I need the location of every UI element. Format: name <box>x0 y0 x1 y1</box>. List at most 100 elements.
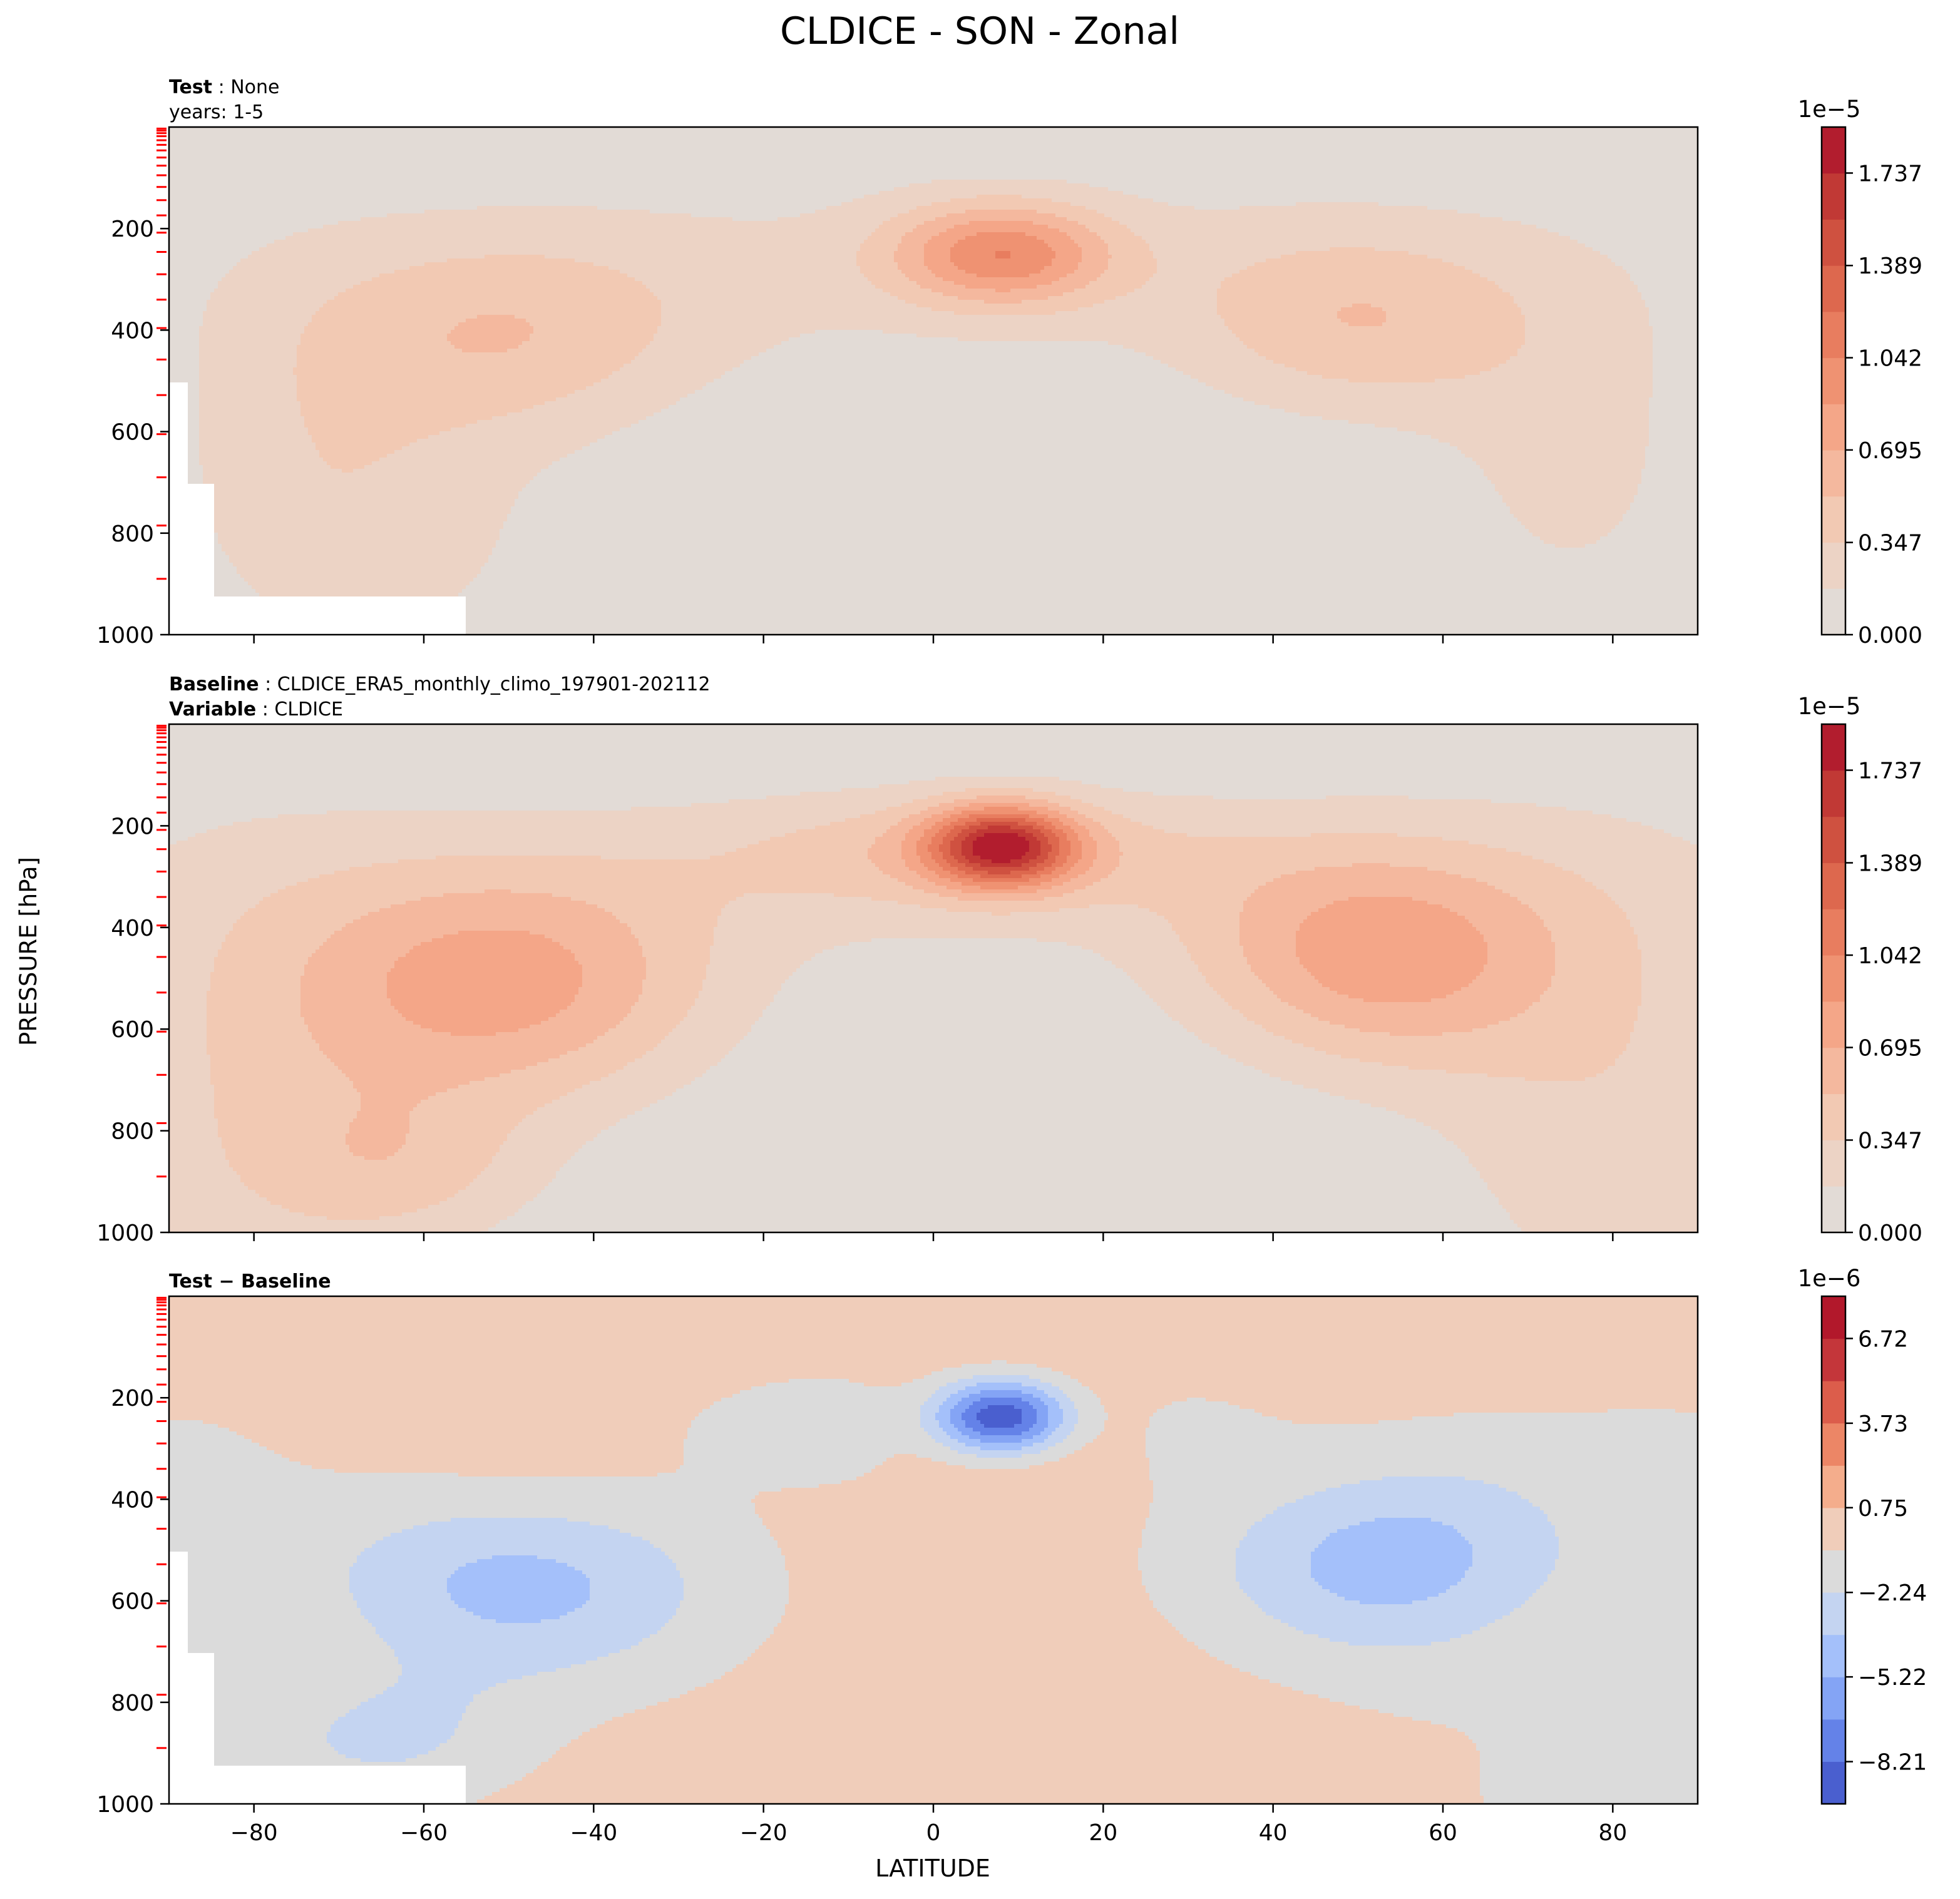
contour-cell <box>608 1525 766 1529</box>
contour-cell <box>1048 837 1059 841</box>
contour-cell <box>372 1544 654 1548</box>
contour-cell <box>1044 1439 1063 1443</box>
colorbar-tick-label: 0.347 <box>1858 1128 1922 1154</box>
contour-cell <box>1360 1058 1615 1062</box>
contour-cell <box>428 1751 556 1754</box>
contour-cell <box>308 322 458 326</box>
contour-cell <box>406 1137 507 1141</box>
contour-cell <box>229 1160 492 1164</box>
contour-cell <box>1251 1525 1348 1529</box>
contour-cell <box>522 1118 620 1122</box>
contour-cell <box>868 848 901 852</box>
contour-cell <box>1461 450 1645 454</box>
contour-cell <box>909 781 1082 784</box>
contour-cell <box>1085 814 1123 818</box>
contour-cell <box>1393 1713 1698 1717</box>
contour-cell <box>1048 1420 1063 1424</box>
contour-cell <box>714 934 1179 938</box>
contour-cell <box>169 946 222 950</box>
contour-cell <box>1300 927 1476 931</box>
contour-cell <box>586 1600 680 1604</box>
x-tick-label: 40 <box>1259 1820 1288 1846</box>
contour-cell <box>169 600 466 604</box>
contour-cell <box>1469 1736 1698 1739</box>
contour-cell <box>312 953 406 957</box>
contour-cell <box>962 882 1040 886</box>
contour-cell <box>1074 1428 1104 1431</box>
contour-cell <box>169 923 233 927</box>
contour-cell <box>218 1118 353 1122</box>
contour-cell <box>1461 1149 1698 1152</box>
contour-cell <box>169 848 736 852</box>
contour-cell <box>1615 1058 1698 1062</box>
contour-cell <box>1311 1559 1472 1563</box>
y-tick-label: 400 <box>111 1487 154 1513</box>
contour-cell <box>1025 796 1070 799</box>
contour-cell <box>169 503 214 506</box>
contour-cell <box>1022 1398 1040 1401</box>
contour-cell <box>1127 225 1536 228</box>
contour-cell <box>297 397 556 401</box>
contour-cell <box>1040 848 1052 852</box>
contour-cell <box>1157 262 1255 266</box>
contour-cell <box>169 1585 188 1589</box>
contour-cell <box>222 548 492 551</box>
contour-cell <box>1311 1013 1517 1017</box>
contour-cell <box>214 503 515 506</box>
contour-cell <box>586 1043 657 1047</box>
contour-cell <box>1386 319 1525 322</box>
contour-cell <box>297 882 905 886</box>
contour-cell <box>169 1683 214 1687</box>
contour-cell <box>620 1021 680 1025</box>
contour-cell <box>331 465 364 469</box>
contour-cell <box>676 1612 785 1615</box>
contour-cell <box>1450 1638 1698 1642</box>
contour-cell <box>1378 1709 1698 1713</box>
contour-cell <box>466 1792 492 1796</box>
contour-cell <box>962 1431 980 1435</box>
contour-cell <box>1052 262 1078 266</box>
contour-cell <box>1239 206 1427 210</box>
contour-cell <box>447 1585 590 1589</box>
contour-cell <box>1360 1480 1484 1484</box>
contour-cell <box>1626 1043 1698 1047</box>
contour-cell <box>214 1751 338 1754</box>
contour-cell <box>1022 1431 1040 1435</box>
contour-cell <box>199 454 319 458</box>
contour-cell <box>920 811 943 814</box>
contour-cell <box>169 1224 496 1227</box>
contour-cell <box>935 822 950 826</box>
contour-cell <box>169 1220 500 1224</box>
contour-cell <box>1074 289 1134 292</box>
contour-cell <box>402 1672 537 1676</box>
contour-cell <box>1626 1047 1698 1051</box>
contour-cell <box>500 1149 578 1152</box>
contour-cell <box>466 1788 500 1792</box>
contour-cell <box>1014 1405 1033 1409</box>
contour-cell <box>962 1398 980 1401</box>
colorbar-segment <box>1822 496 1845 543</box>
contour-cell <box>1134 232 1559 236</box>
contour-cell <box>357 1604 458 1608</box>
contour-cell <box>500 1145 582 1149</box>
contour-cell <box>1502 1615 1698 1619</box>
contour-cell <box>1146 281 1221 285</box>
contour-cell <box>1044 266 1078 270</box>
contour-cell <box>635 1002 695 1006</box>
contour-cell <box>1067 856 1082 859</box>
contour-cell <box>1033 1394 1048 1398</box>
contour-cell <box>582 1604 680 1608</box>
contour-cell <box>214 529 500 533</box>
contour-cell <box>451 341 522 345</box>
contour-cell <box>169 1446 267 1450</box>
contour-cell <box>635 356 751 360</box>
contour-cell <box>1187 950 1243 953</box>
contour-cell <box>905 274 935 277</box>
contour-cell <box>169 1182 244 1186</box>
contour-cell <box>1179 1630 1303 1634</box>
contour-cell <box>627 1013 687 1017</box>
contour-cell <box>214 1687 387 1691</box>
contour-cell <box>1243 1537 1326 1540</box>
contour-cell <box>349 1570 454 1574</box>
contour-cell <box>353 1081 469 1085</box>
